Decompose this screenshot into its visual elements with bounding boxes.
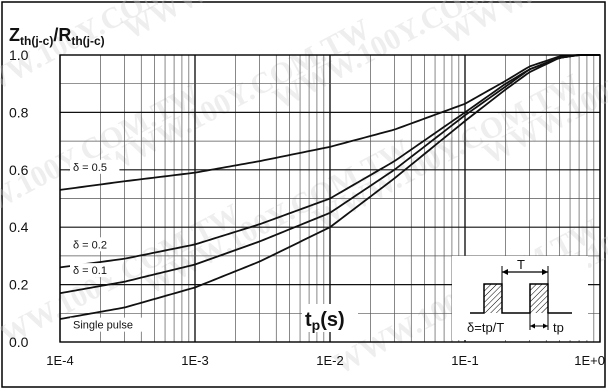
duty-cycle-label: δ=tp/T: [467, 320, 504, 335]
period-label: T: [517, 257, 525, 272]
x-tick-label: 1E-2: [316, 353, 343, 368]
x-tick-label: 1E+0: [574, 353, 605, 368]
xlabel-unit: (s): [320, 309, 344, 331]
inset-background: [452, 256, 588, 340]
series-label-layer: δ = 0.5 δ = 0.2 δ = 0.1 Single pulse: [70, 159, 151, 332]
title-sep: /R: [53, 25, 71, 45]
pulse-inset: T δ=tp/T tp: [452, 256, 588, 340]
curve-series-2: [59, 54, 600, 269]
pulse-waveform: [470, 283, 572, 314]
plot-frame: [59, 54, 601, 343]
title-r-sub: th(j-c): [71, 34, 104, 48]
tp-arrow-left-head: [530, 323, 535, 329]
curve-series-3: [59, 54, 600, 295]
tick-label-layer: 1E-4 1E-3 1E-2 1E-1 1E+0 0.0 0.2 0.4 0.6 0.8 1.0: [9, 47, 605, 368]
y-tick-label: 0.6: [9, 162, 29, 178]
series-label-background: [70, 159, 120, 174]
title-z-sub: th(j-c): [20, 34, 53, 48]
series-label-background: [70, 317, 151, 332]
series-label: δ = 0.2: [73, 239, 107, 251]
y-tick-label: 0.8: [9, 104, 29, 120]
pulse-1-fill: [484, 284, 502, 313]
series-label: δ = 0.5: [73, 162, 107, 174]
xlabel-t: t: [305, 309, 312, 331]
curve-series-4: [59, 54, 600, 320]
x-axis-label: tp(s): [305, 309, 345, 333]
chart-title: Zth(j-c)/Rth(j-c): [9, 25, 105, 48]
tp-arrow-right-head: [543, 323, 548, 329]
y-tick-label: 1.0: [9, 47, 29, 63]
series-label: δ = 0.1: [73, 265, 107, 277]
period-arrow-left-head: [502, 269, 508, 275]
series-label: Single pulse: [73, 320, 133, 332]
pulse-2-fill: [530, 284, 548, 313]
period-arrow-right-head: [542, 269, 548, 275]
y-tick-label: 0.2: [9, 277, 29, 293]
xlabel-p: p: [312, 317, 321, 333]
title-z: Z: [9, 25, 20, 45]
curve-layer: [59, 54, 600, 320]
x-tick-label: 1E-4: [46, 353, 73, 368]
curve-series-1: [59, 54, 600, 191]
x-tick-label: 1E-3: [181, 353, 208, 368]
y-tick-label: 0.4: [9, 219, 29, 235]
xlabel-box: [302, 304, 358, 332]
y-tick-label: 0.0: [9, 334, 29, 350]
series-label-background: [70, 263, 120, 278]
x-tick-label: 1E-1: [451, 353, 478, 368]
series-label-background: [70, 237, 120, 252]
tp-label: tp: [553, 320, 564, 335]
